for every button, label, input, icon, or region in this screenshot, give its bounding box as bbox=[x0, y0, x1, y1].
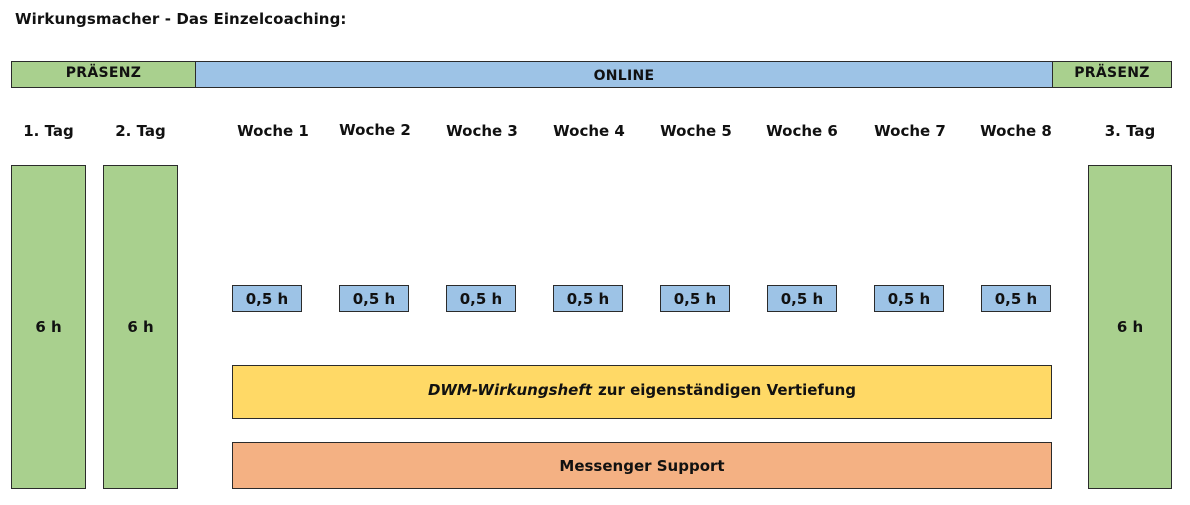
session-week-7: 0,5 h bbox=[874, 285, 944, 312]
session-week-6: 0,5 h bbox=[767, 285, 837, 312]
label-week-4: Woche 4 bbox=[553, 122, 625, 140]
block-day-3: 6 h bbox=[1088, 165, 1172, 489]
page-title: Wirkungsmacher - Das Einzelcoaching: bbox=[15, 10, 347, 28]
label-week-1: Woche 1 bbox=[237, 122, 309, 140]
label-week-6: Woche 6 bbox=[766, 122, 838, 140]
session-week-8: 0,5 h bbox=[981, 285, 1051, 312]
band-praesenz-end: PRÄSENZ bbox=[1052, 61, 1172, 88]
label-day-2: 2. Tag bbox=[115, 122, 166, 140]
label-week-7: Woche 7 bbox=[874, 122, 946, 140]
label-week-3: Woche 3 bbox=[446, 122, 518, 140]
label-week-2: Woche 2 bbox=[339, 121, 411, 139]
workbook-title: DWM-Wirkungsheft bbox=[427, 381, 593, 399]
band-praesenz-start: PRÄSENZ bbox=[11, 61, 196, 88]
session-week-5: 0,5 h bbox=[660, 285, 730, 312]
messenger-support-bar: Messenger Support bbox=[232, 442, 1052, 489]
label-week-5: Woche 5 bbox=[660, 122, 732, 140]
workbook-bar: DWM-Wirkungsheft zur eigenständigen Vert… bbox=[232, 365, 1052, 419]
workbook-description: zur eigenständigen Vertiefung bbox=[598, 381, 857, 399]
session-week-2: 0,5 h bbox=[339, 285, 409, 312]
session-week-1: 0,5 h bbox=[232, 285, 302, 312]
label-week-8: Woche 8 bbox=[980, 122, 1052, 140]
block-day-2: 6 h bbox=[103, 165, 178, 489]
session-week-3: 0,5 h bbox=[446, 285, 516, 312]
band-online: ONLINE bbox=[195, 61, 1053, 88]
label-day-3: 3. Tag bbox=[1104, 122, 1156, 140]
block-day-1: 6 h bbox=[11, 165, 86, 489]
label-day-1: 1. Tag bbox=[23, 122, 74, 140]
session-week-4: 0,5 h bbox=[553, 285, 623, 312]
